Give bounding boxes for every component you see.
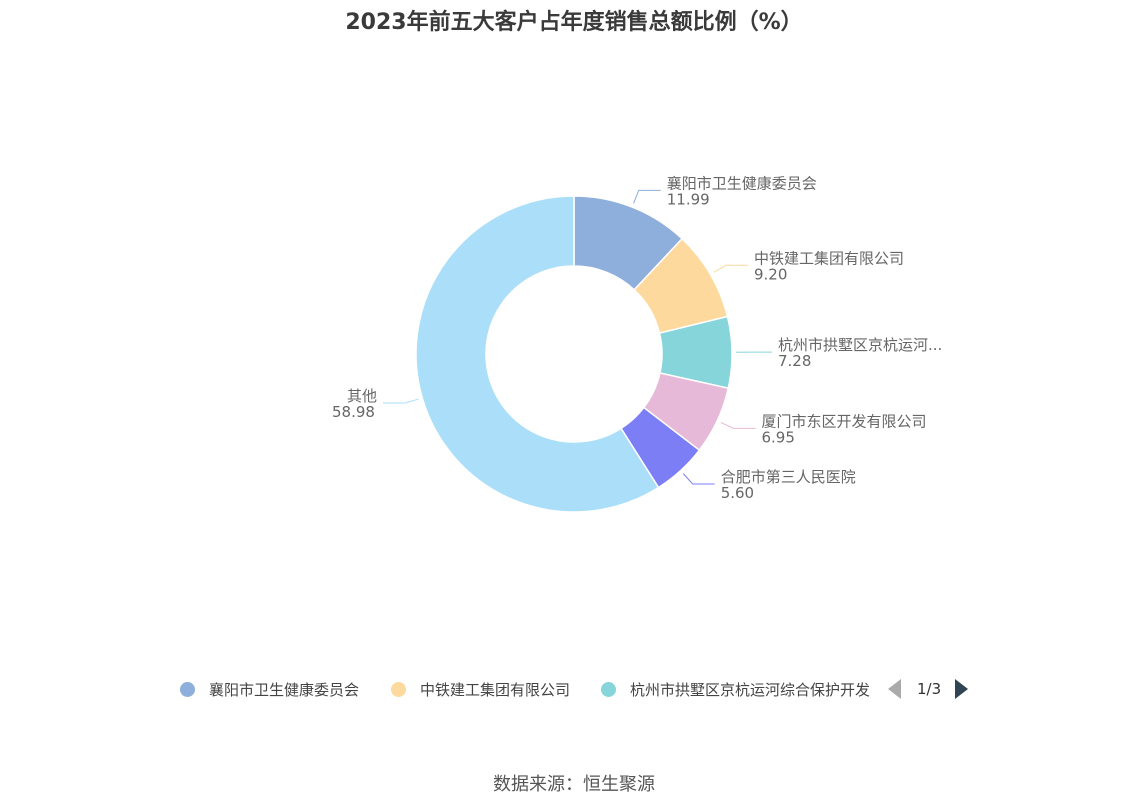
slice-value-3: 6.95: [762, 428, 795, 446]
legend-label-0: 襄阳市卫生健康委员会: [209, 680, 360, 699]
slice-5[interactable]: [415, 195, 660, 513]
legend-prev-icon[interactable]: [888, 679, 901, 699]
slice-value-1: 9.20: [754, 265, 787, 283]
legend-item-2[interactable]: 杭州市拱墅区京杭运河综合保护开发: [601, 676, 876, 702]
data-source: 数据来源：恒生聚源: [493, 774, 655, 795]
slice-value-4: 5.60: [721, 484, 754, 502]
slice-value-5: 58.98: [332, 403, 375, 421]
leader-line-0: [633, 189, 661, 204]
slice-label-4: 合肥市第三人民医院: [721, 468, 856, 486]
legend-label-2: 杭州市拱墅区京杭运河综合保护开发: [630, 680, 871, 699]
legend-item-0[interactable]: 襄阳市卫生健康委员会: [180, 676, 359, 702]
slice-value-2: 7.28: [778, 352, 811, 370]
slice-label-5: 其他: [347, 387, 377, 405]
legend-label-1: 中铁建工集团有限公司: [420, 680, 571, 699]
slice-label-0: 襄阳市卫生健康委员会: [667, 174, 817, 192]
legend: 襄阳市卫生健康委员会 中铁建工集团有限公司 杭州市拱墅区京杭运河综合保护开发: [0, 676, 1148, 702]
legend-next-icon[interactable]: [955, 679, 969, 699]
slice-label-1: 中铁建工集团有限公司: [754, 249, 904, 267]
legend-pager: 1/3: [888, 676, 969, 702]
leader-line-4: [682, 473, 715, 485]
slice-label-2: 杭州市拱墅区京杭运河...: [778, 336, 942, 354]
slice-label-3: 厦门市东区开发有限公司: [762, 412, 927, 430]
slice-value-0: 11.99: [667, 190, 710, 208]
legend-page-indicator: 1/3: [917, 680, 942, 698]
legend-dot-2: [601, 681, 616, 697]
legend-dot-0: [180, 681, 195, 697]
label-leaders: [382, 189, 772, 485]
leader-line-1: [713, 264, 748, 273]
donut-slices: [415, 195, 733, 513]
legend-item-1[interactable]: 中铁建工集团有限公司: [391, 676, 570, 702]
leader-line-5: [382, 398, 419, 404]
leader-line-3: [720, 422, 756, 429]
chart-title: 2023年前五大客户占年度销售总额比例（%）: [345, 10, 803, 35]
legend-dot-1: [391, 681, 406, 697]
